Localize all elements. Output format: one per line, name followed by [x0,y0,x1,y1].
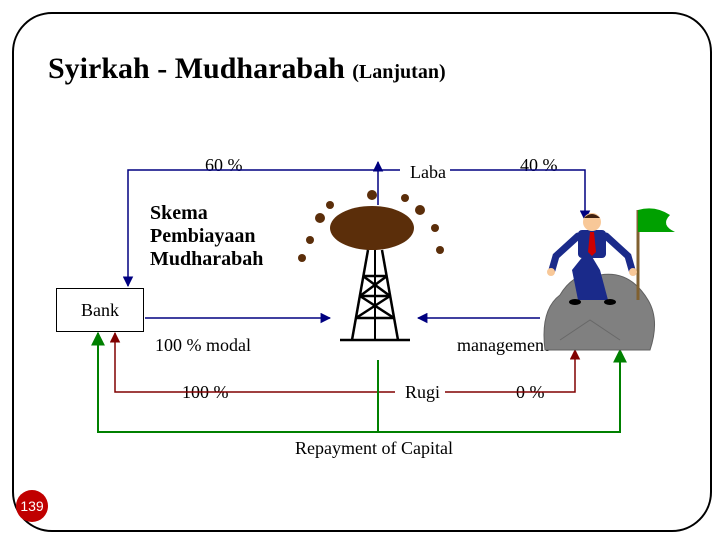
label-100modal: 100 % modal [155,335,251,356]
slide-title: Syirkah - Mudharabah (Lanjutan) [48,52,446,86]
label-100pct: 100 % [182,382,229,403]
scheme-l2: Pembiayaan [150,225,263,248]
label-management: management [457,335,549,356]
label-repayment: Repayment of Capital [295,438,453,459]
page-number-badge: 139 [16,490,48,522]
label-60pct: 60 % [205,155,243,176]
title-sub: (Lanjutan) [352,61,445,83]
title-main: Syirkah - Mudharabah [48,52,345,85]
label-40pct: 40 % [520,155,558,176]
label-rugi: Rugi [405,382,440,403]
bank-node: Bank [56,288,144,332]
scheme-l3: Mudharabah [150,248,263,271]
page-number: 139 [20,498,43,514]
bank-label: Bank [81,300,119,321]
label-0pct: 0 % [516,382,545,403]
label-laba: Laba [410,162,446,183]
scheme-l1: Skema [150,202,263,225]
scheme-label: Skema Pembiayaan Mudharabah [150,202,263,271]
